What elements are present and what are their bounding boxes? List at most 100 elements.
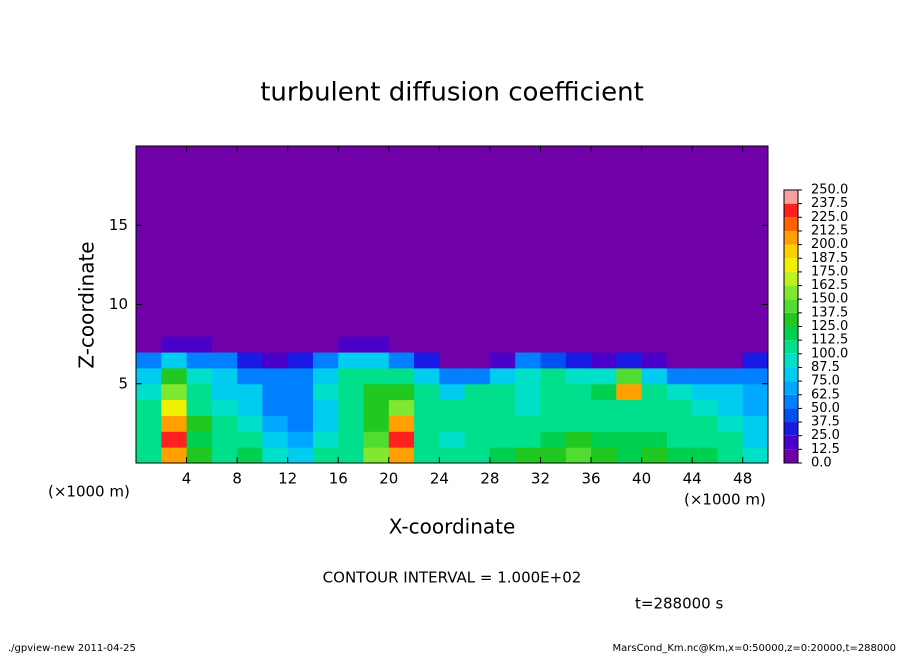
footer-right: MarsCond_Km.nc@Km,x=0:50000,z=0:20000,t=…	[613, 643, 897, 654]
colorbar-band	[784, 285, 798, 300]
cell	[616, 431, 643, 448]
cell	[742, 352, 769, 369]
cell	[186, 431, 213, 448]
cell	[666, 447, 693, 464]
cell	[489, 146, 516, 321]
colorbar-label: 225.0	[811, 210, 848, 225]
cell	[616, 146, 643, 321]
cell	[136, 399, 162, 416]
cell	[641, 447, 668, 464]
cell	[591, 447, 617, 464]
cell	[186, 383, 213, 401]
cell	[717, 352, 744, 369]
colorbar-label: 212.5	[811, 223, 848, 238]
cell	[464, 352, 491, 369]
cell	[489, 352, 516, 369]
cell	[591, 367, 617, 385]
cell	[666, 146, 693, 321]
cell	[414, 399, 440, 416]
cell	[717, 447, 744, 464]
cell	[515, 320, 541, 337]
cell	[262, 447, 289, 464]
cell	[363, 146, 390, 321]
cell	[287, 352, 314, 369]
cell	[237, 447, 263, 464]
cell	[641, 431, 668, 448]
cell	[237, 367, 263, 385]
cell	[388, 399, 415, 416]
cell	[414, 352, 440, 369]
cell	[591, 383, 617, 401]
cell	[565, 431, 592, 448]
cell	[489, 415, 516, 432]
cell	[641, 146, 668, 321]
cell	[414, 383, 440, 401]
cell	[641, 383, 668, 401]
cell	[692, 367, 718, 385]
cell	[666, 399, 693, 416]
cell	[515, 447, 541, 464]
x-tick-label: 40	[632, 470, 651, 488]
cell	[616, 447, 643, 464]
cell	[717, 320, 744, 337]
colorbar-band	[784, 230, 798, 245]
x-tick-label: 24	[430, 470, 449, 488]
colorbar-label: 75.0	[811, 374, 840, 389]
cell	[312, 367, 339, 385]
colorbar-band	[784, 271, 798, 286]
cell	[692, 146, 718, 321]
cell	[489, 320, 516, 337]
cell	[616, 367, 643, 385]
cell	[363, 320, 390, 337]
cell	[136, 352, 162, 369]
cell	[262, 146, 289, 321]
cell	[136, 367, 162, 385]
cell	[616, 399, 643, 416]
colorbar-band	[784, 190, 798, 204]
cell	[515, 367, 541, 385]
cell	[136, 415, 162, 432]
cell	[363, 352, 390, 369]
cell	[742, 320, 769, 337]
y-unit: (×1000 m)	[48, 483, 130, 501]
cell	[489, 447, 516, 464]
cell	[262, 383, 289, 401]
cell	[136, 431, 162, 448]
cell	[464, 415, 491, 432]
cell	[742, 399, 769, 416]
cell	[464, 447, 491, 464]
cell	[565, 146, 592, 321]
cell	[186, 399, 213, 416]
cell	[439, 320, 466, 337]
colorbar-band	[784, 217, 798, 231]
cell	[742, 447, 769, 464]
y-tick-label: 5	[118, 374, 128, 392]
colorbar-band	[784, 381, 798, 395]
cell	[464, 431, 491, 448]
colorbar-band	[784, 312, 798, 327]
cell	[388, 336, 415, 353]
cell	[591, 399, 617, 416]
cell	[464, 146, 491, 321]
colorbar-label: 125.0	[811, 319, 848, 334]
cell	[262, 415, 289, 432]
footer-left: ./gpview-new 2011-04-25	[8, 643, 136, 654]
cell	[666, 415, 693, 432]
cell	[312, 336, 339, 353]
colorbar-label: 62.5	[811, 387, 840, 402]
cell	[742, 431, 769, 448]
cell	[439, 447, 466, 464]
colorbar-band	[784, 326, 798, 341]
cell	[591, 431, 617, 448]
cell	[161, 399, 188, 416]
colorbar-label: 12.5	[811, 442, 840, 457]
cell	[439, 431, 466, 448]
cell	[515, 399, 541, 416]
cell	[717, 146, 744, 321]
cell	[161, 367, 188, 385]
cell	[439, 415, 466, 432]
cell	[641, 399, 668, 416]
cell	[439, 367, 466, 385]
cell	[489, 383, 516, 401]
cell	[211, 399, 238, 416]
